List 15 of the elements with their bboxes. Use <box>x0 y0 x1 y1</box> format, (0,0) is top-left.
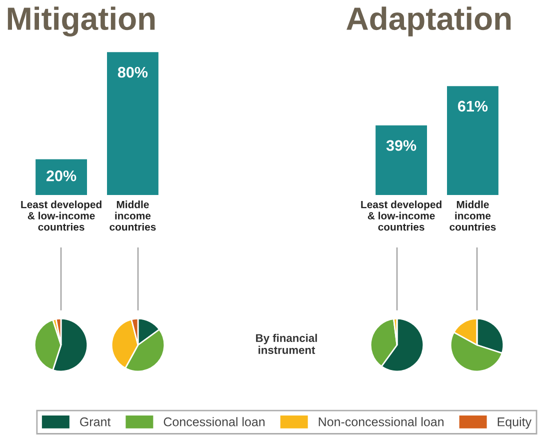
legend-label: Grant <box>80 417 111 426</box>
chart-title: Mitigation <box>8 6 155 37</box>
text: By financial instrument <box>256 334 317 354</box>
x-tick-label: Middle income countries <box>450 200 496 231</box>
x-tick-label: Least developed & low-income countries <box>361 200 442 231</box>
data-label: 39% <box>386 140 416 151</box>
data-label: 61% <box>458 100 488 112</box>
x-tick-label: Least developed & low-income countries <box>21 200 102 231</box>
legend-label: Non-concessional loan <box>318 417 444 426</box>
x-tick-label: Middle income countries <box>110 200 156 231</box>
legend-label: Equity <box>498 417 532 429</box>
data-label: 20% <box>46 170 76 182</box>
chart-title: Adaptation <box>346 6 511 36</box>
legend-label: Concessional loan <box>164 417 265 426</box>
data-label: 80% <box>118 66 148 78</box>
